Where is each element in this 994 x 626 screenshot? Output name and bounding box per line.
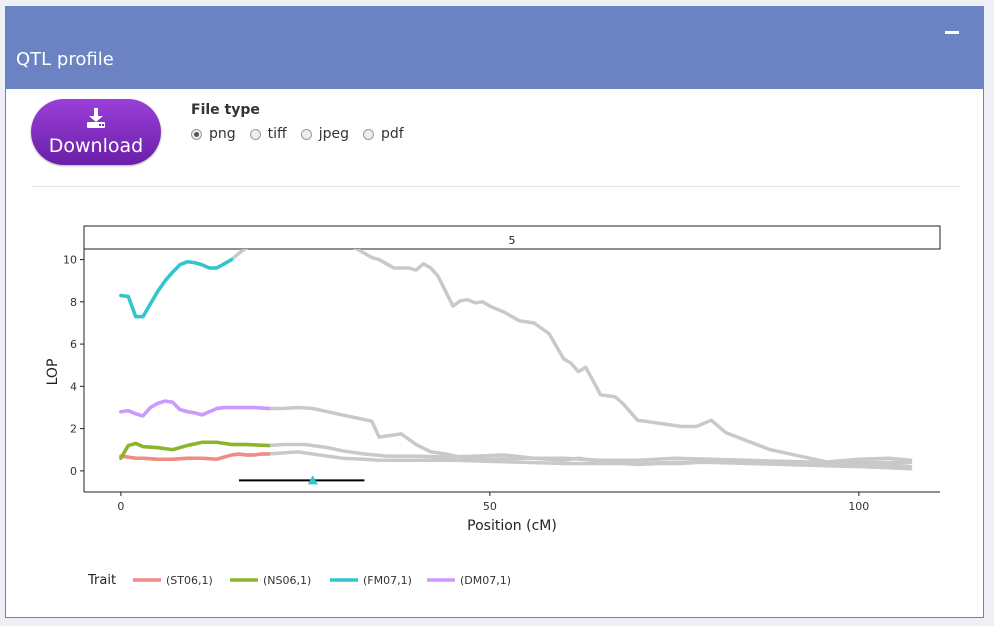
facet-strip <box>83 225 941 250</box>
series-line-highlight <box>119 440 271 460</box>
radio-tiff[interactable]: tiff <box>249 126 287 142</box>
radio-dot[interactable] <box>362 128 374 140</box>
y-tick-label: 0 <box>70 465 77 478</box>
radio-dot[interactable] <box>249 128 261 140</box>
y-tick-label: 4 <box>70 380 77 393</box>
x-tick-label: 0 <box>117 500 124 513</box>
file-type-radio-group: png tiff jpeg pdf <box>191 126 404 142</box>
peak-marker <box>307 475 318 485</box>
y-tick-label: 6 <box>70 338 77 351</box>
radio-dot[interactable] <box>300 128 312 140</box>
radio-label: png <box>209 126 236 142</box>
download-button[interactable]: Download <box>31 99 161 165</box>
radio-label: tiff <box>267 126 287 142</box>
series-line-highlight <box>119 452 271 461</box>
radio-jpeg[interactable]: jpeg <box>300 126 349 142</box>
y-tick-label: 8 <box>70 296 77 309</box>
series-line-highlight <box>119 257 234 319</box>
x-tick-label: 100 <box>848 500 869 513</box>
y-tick-label: 10 <box>63 254 77 267</box>
y-tick-label: 2 <box>70 423 77 436</box>
radio-label: jpeg <box>318 126 349 142</box>
radio-pdf[interactable]: pdf <box>362 126 404 142</box>
collapse-button[interactable] <box>945 31 959 34</box>
x-axis-label: Position (cM) <box>467 518 557 534</box>
radio-dot[interactable] <box>191 128 202 140</box>
radio-label: pdf <box>380 126 404 142</box>
facet-label: 5 <box>509 234 516 247</box>
legend-title: Trait <box>87 573 116 588</box>
file-type-label: File type <box>191 102 260 118</box>
legend-label: (NS06,1) <box>263 574 311 587</box>
x-tick-label: 50 <box>483 500 497 513</box>
series-line-full <box>119 249 913 469</box>
divider <box>32 186 960 187</box>
radio-png[interactable]: png <box>191 126 236 142</box>
legend-label: (ST06,1) <box>166 574 213 587</box>
panel-header: QTL profile <box>6 7 983 89</box>
download-label: Download <box>48 135 144 157</box>
qtl-profile-panel: QTL profile Download File type png tiff … <box>5 6 984 618</box>
legend-label: (FM07,1) <box>363 574 412 587</box>
y-axis-label: LOP <box>45 359 61 386</box>
download-icon <box>87 108 105 128</box>
legend-label: (DM07,1) <box>460 574 511 587</box>
panel-title: QTL profile <box>16 49 114 70</box>
series-line-highlight <box>119 399 271 418</box>
